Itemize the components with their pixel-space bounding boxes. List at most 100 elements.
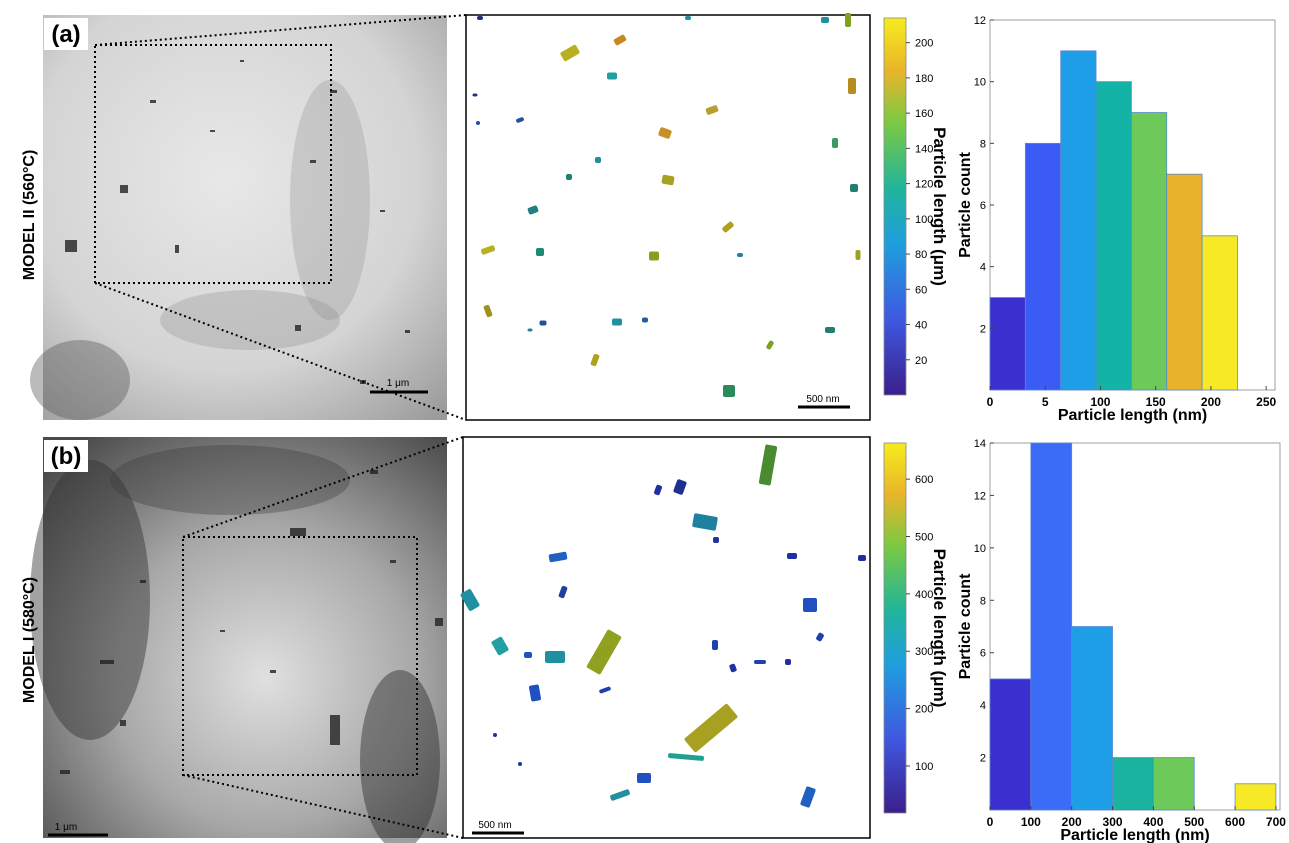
bar [990,298,1025,391]
y-tick-label: 12 [974,490,986,502]
colorbar-tick-label: 600 [915,474,933,486]
y-tick-label: 10 [974,77,986,89]
map-particle [612,319,622,326]
y-tick-label: 4 [980,262,986,274]
tem-image-b [30,437,447,843]
y-tick-label: 2 [980,753,986,765]
tem-image-a [30,15,447,420]
bar [1167,174,1202,390]
tem-speck [390,560,396,563]
map-particle [637,773,651,783]
x-tick-label: 100 [1021,815,1041,829]
colorbar [884,18,906,395]
map-particle [545,651,565,663]
colorbar-tick-label: 60 [915,284,927,296]
tem-speck [290,528,306,536]
bar [1113,758,1154,810]
scale-bar-label: 1 μm [387,378,409,389]
colorbar-tick-label: 200 [915,38,933,50]
panel-label: (b) [51,443,82,470]
map-particle [737,253,743,257]
bar [990,679,1031,810]
y-tick-label: 6 [980,648,986,660]
bar [1202,236,1237,390]
tem-speck [295,325,301,331]
map-particle [803,598,817,612]
colorbar-tick-label: 40 [915,320,927,332]
y-tick-label: 14 [974,438,986,450]
tem-speck [330,715,340,745]
y-tick-label: 10 [974,543,986,555]
map-particle [723,385,735,397]
map-particle [850,184,858,192]
y-tick-label: 12 [974,15,986,27]
scale-bar-label: 500 nm [806,394,839,405]
panel-label: (a) [51,21,80,48]
tem-speck [150,100,156,103]
colorbar-label: Particle length (μm) [930,127,949,286]
map-particle [595,157,601,163]
tem-speck [100,660,114,664]
bar [1061,51,1096,390]
map-particle [825,327,835,333]
map-particle [856,250,861,260]
colorbar-tick-label: 500 [915,532,933,544]
x-axis-label: Particle length (nm) [1060,827,1209,843]
tem-speck [140,580,146,583]
x-tick-label: 0 [987,815,994,829]
y-tick-label: 4 [980,700,986,712]
tem-speck [310,160,316,163]
tem-speck [175,245,179,253]
x-tick-label: 5 [1042,395,1049,409]
particle-map-a [466,15,870,420]
tem-speck [60,770,70,774]
map-particle [477,16,483,20]
scale-bar-label: 500 nm [478,820,511,831]
map-particle [787,553,797,559]
map-particle [607,73,617,80]
map-particle [845,13,851,27]
bar [1025,143,1060,390]
tem-speck [435,618,443,626]
colorbar-tick-label: 100 [915,761,933,773]
bar [1031,443,1072,810]
tem-speck [405,330,410,333]
tem-speck [120,185,128,193]
colorbar-tick-label: 180 [915,73,933,85]
tem-speck [210,130,215,132]
scale-bar-label: 1 μm [55,822,77,833]
y-tick-label: 8 [980,595,986,607]
map-particle [712,640,718,650]
colorbar-label: Particle length (μm) [930,549,949,708]
colorbar-tick-label: 160 [915,108,933,120]
tem-speck [120,720,126,726]
tem-speck [380,210,385,212]
map-particle [566,174,572,180]
bar [1153,758,1194,810]
map-particle [649,252,659,261]
x-tick-label: 0 [987,395,994,409]
map-particle [832,138,838,148]
particle-map-b [463,437,870,838]
tem-speck [270,670,276,673]
tem-speck [240,60,244,62]
map-particle [848,78,856,94]
figure: 1 μm 500 nm 1 μm 500 nm (a) (b) MODEL II… [0,0,1289,843]
y-axis-label: Particle count [957,151,974,257]
y-tick-label: 6 [980,200,986,212]
map-particle [536,248,544,256]
bar [1096,82,1131,390]
colorbar-tick-label: 80 [915,249,927,261]
map-particle [524,652,532,658]
bar [1072,627,1113,811]
x-tick-label: 250 [1256,395,1276,409]
row-label: MODEL I (580°C) [21,577,38,703]
bar [1235,784,1276,810]
map-particle [528,329,533,332]
map-particle [540,321,547,326]
x-tick-label: 700 [1266,815,1286,829]
colorbar [884,443,906,813]
map-particle [642,318,648,323]
y-axis-label: Particle count [957,573,974,679]
x-tick-label: 600 [1225,815,1245,829]
